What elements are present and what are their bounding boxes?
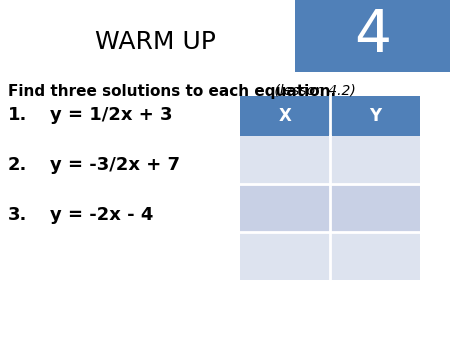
- Text: Find three solutions to each equation.: Find three solutions to each equation.: [8, 84, 336, 99]
- Text: y = 1/2x + 3: y = 1/2x + 3: [50, 106, 172, 124]
- Text: (lesson 4.2): (lesson 4.2): [270, 84, 356, 98]
- FancyBboxPatch shape: [295, 0, 450, 72]
- Text: 4: 4: [354, 7, 391, 65]
- FancyBboxPatch shape: [240, 96, 420, 136]
- Text: y = -2x - 4: y = -2x - 4: [50, 206, 153, 224]
- Text: y = -3/2x + 7: y = -3/2x + 7: [50, 156, 180, 174]
- Text: 2.: 2.: [8, 156, 27, 174]
- Text: 3.: 3.: [8, 206, 27, 224]
- FancyBboxPatch shape: [240, 232, 420, 280]
- FancyBboxPatch shape: [240, 136, 420, 184]
- FancyBboxPatch shape: [240, 184, 420, 232]
- Text: WARM UP: WARM UP: [94, 30, 216, 54]
- Text: Y: Y: [369, 107, 381, 125]
- Text: 1.: 1.: [8, 106, 27, 124]
- Text: X: X: [279, 107, 292, 125]
